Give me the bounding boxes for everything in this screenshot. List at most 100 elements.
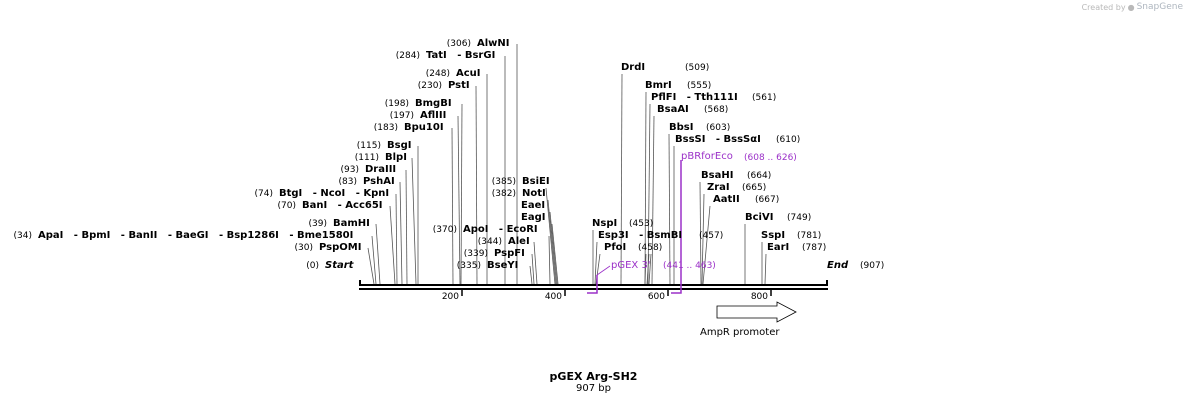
svg-text:PshAI: PshAI [363,176,395,187]
leader-line [594,241,598,285]
site-label[interactable]: (284) TatI - BsrGI [396,50,496,61]
site-label[interactable]: AatII (667) [713,194,779,205]
svg-text:(74): (74) [255,189,273,199]
svg-text:(70): (70) [278,201,296,211]
site-label[interactable]: (197) AflIII [390,110,447,121]
tick-label-800: 800 [751,292,768,302]
svg-text:(603): (603) [706,123,730,133]
site-label[interactable]: PfoI (458) [604,242,662,253]
svg-text:(344): (344) [478,237,502,247]
sites-left: (34) ApaI - BpmI - BanII - BaeGI - Bsp128… [14,38,550,271]
leader-line [460,103,463,285]
feature-label: pBRforEco [681,151,733,162]
feature-arrow-icon [671,160,682,294]
svg-text:BmgBI: BmgBI [415,98,452,109]
site-label[interactable]: (306) AlwNI [447,38,510,49]
leader-line [399,181,403,285]
site-label[interactable]: EagI [521,212,545,223]
leader-line [548,235,551,285]
leader-line [371,235,377,285]
leader-line [547,199,557,285]
svg-text:BamHI: BamHI [333,218,370,229]
site-label[interactable]: (39) BamHI [309,218,370,229]
svg-text:EaeI: EaeI [521,200,545,211]
site-label[interactable]: BssSI - BssSαI (610) [675,134,800,145]
svg-text:(664): (664) [747,171,771,181]
svg-text:(34): (34) [14,231,32,241]
site-label[interactable]: (115) BsgI [357,140,412,151]
svg-text:AatII: AatII [713,194,740,205]
svg-text:(230): (230) [418,81,442,91]
leader-line [551,223,559,285]
site-label[interactable]: (30) PspOMI [295,242,362,253]
feature-leader [596,265,611,276]
site-label[interactable]: (339) PspFI [464,248,525,259]
site-label[interactable]: (248) AcuI [426,68,481,79]
svg-text:AcuI: AcuI [456,68,481,79]
feature-label: pGEX 3' [611,260,651,271]
start-name: Start [325,260,355,271]
svg-text:(749): (749) [787,213,811,223]
leader-line [457,115,461,285]
sequence-length: 907 bp [576,383,611,394]
svg-text:TatI - BsrGI: TatI - BsrGI [426,50,495,61]
svg-text:(561): (561) [752,93,776,103]
site-label[interactable]: (70) BanI - Acc65I [278,200,383,211]
leader-line [702,205,711,285]
site-label[interactable]: PflFI - Tth111I (561) [651,92,776,103]
site-label[interactable]: (382) NotI [492,188,546,199]
svg-text:BciVI: BciVI [745,212,773,223]
site-label[interactable]: (34) ApaI - BpmI - BanII - BaeGI - Bsp128… [14,230,354,241]
scale-ticks: 200 400 600 800 [442,289,772,302]
site-label[interactable]: NspI (453) [592,218,653,229]
site-label[interactable]: EaeI [521,200,545,211]
leader-line [545,187,556,285]
svg-text:(385): (385) [492,177,516,187]
feature-ampr-promoter[interactable]: AmpR promoter [700,301,797,338]
svg-text:(284): (284) [396,51,420,61]
site-label[interactable]: BsaHI (664) [701,170,771,181]
site-label[interactable]: (230) PstI [418,80,470,91]
site-label[interactable]: BmrI (555) [645,80,711,91]
tick-label-600: 600 [648,292,665,302]
start-coord: (0) [306,261,319,271]
feature-pgex3[interactable]: pGEX 3' (441 .. 463) [587,260,716,294]
site-label[interactable]: (198) BmgBI [385,98,452,109]
site-leader-lines [367,44,767,285]
feature-coord: (441 .. 463) [663,261,716,271]
site-label[interactable]: (93) DraIII [341,164,397,175]
svg-text:(667): (667) [755,195,779,205]
leader-line [405,169,408,285]
svg-text:ApoI - EcoRI: ApoI - EcoRI [463,224,538,235]
site-label[interactable]: BciVI (749) [745,212,811,223]
svg-text:AflIII: AflIII [420,110,446,121]
site-label[interactable]: ZraI (665) [707,182,766,193]
feature-pbrforeco[interactable]: pBRforEco (608 .. 626) [671,151,797,294]
site-label[interactable]: (344) AleI [478,236,530,247]
svg-text:(787): (787) [802,243,826,253]
svg-text:ZraI: ZraI [707,182,730,193]
watermark: Created by ● SnapGene [1082,2,1183,12]
site-label[interactable]: (83) PshAI [339,176,395,187]
site-label[interactable]: BsaAI (568) [657,104,728,115]
site-label[interactable]: EarI (787) [767,242,826,253]
svg-text:(93): (93) [341,165,359,175]
end-name: End [827,260,849,271]
site-label[interactable]: BbsI (603) [669,122,730,133]
leader-line [389,205,396,285]
svg-text:(198): (198) [385,99,409,109]
site-label[interactable]: (74) BtgI - NcoI - KpnI [255,188,390,199]
site-label[interactable]: SspI (781) [761,230,821,241]
svg-text:PfoI: PfoI [604,242,626,253]
site-label[interactable]: (385) BsiEI [492,176,550,187]
site-label[interactable]: (370) ApoI - EcoRI [433,224,538,235]
leader-line [620,73,623,285]
site-label[interactable]: DrdI (509) [621,62,709,73]
site-label[interactable]: (183) Bpu10I [374,122,444,133]
site-label[interactable]: (111) BlpI [355,152,407,163]
site-label[interactable]: (335) BseYI [457,260,519,271]
svg-text:(339): (339) [464,249,488,259]
site-label[interactable]: Esp3I - BsmBI (457) [598,230,723,241]
svg-text:(555): (555) [687,81,711,91]
svg-text:(83): (83) [339,177,357,187]
